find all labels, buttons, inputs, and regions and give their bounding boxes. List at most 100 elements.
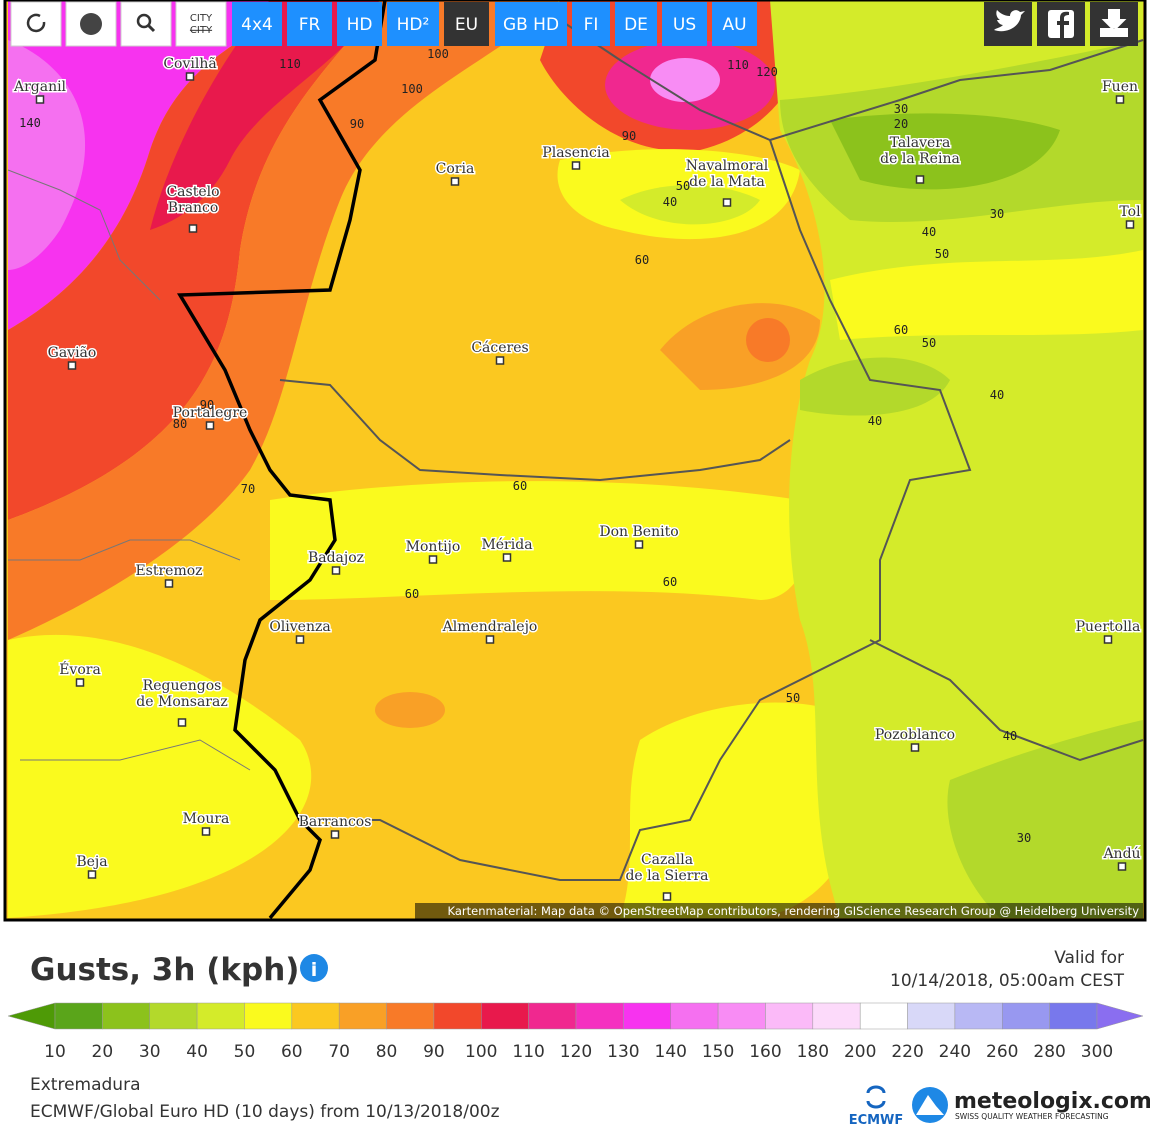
tagline: SWISS QUALITY WEATHER FORECASTING — [955, 1112, 1109, 1121]
city-marker — [495, 356, 505, 365]
contour-label: 60 — [635, 253, 649, 267]
area — [620, 702, 866, 918]
contour-label: 40 — [990, 388, 1004, 402]
legend-label: 150 — [702, 1042, 734, 1062]
city-name: Mérida — [481, 537, 532, 553]
legend-label: 110 — [512, 1042, 544, 1062]
zoom-icon — [146, 23, 156, 33]
contour-label: 30 — [1017, 831, 1031, 845]
city-marker — [188, 224, 198, 233]
city-marker — [201, 827, 211, 836]
city-marker — [185, 72, 195, 81]
city-marker — [450, 177, 460, 186]
city-name: Cazalla — [641, 852, 693, 868]
legend-label: 140 — [655, 1042, 687, 1062]
map-button-label: FI — [584, 15, 599, 35]
legend-label: 240 — [939, 1042, 971, 1062]
area — [746, 318, 790, 362]
legend-label: 280 — [1033, 1042, 1065, 1062]
map-button-label: GB HD — [503, 15, 559, 35]
city-marker — [915, 175, 925, 184]
title: Gusts, 3h (kph) — [30, 952, 299, 988]
city-button[interactable] — [175, 1, 227, 47]
map-button[interactable] — [712, 2, 757, 46]
map-button-label: EU — [455, 15, 478, 35]
map-button[interactable] — [572, 2, 610, 46]
city-name: Fuen — [1102, 79, 1138, 95]
contour-label: 50 — [786, 691, 800, 705]
country-border — [176, 0, 387, 920]
legend-label: 10 — [44, 1042, 66, 1062]
city-marker — [910, 743, 920, 752]
map-button[interactable] — [232, 2, 282, 46]
city-marker — [571, 161, 581, 170]
area — [620, 185, 760, 225]
legend-swatch — [338, 1002, 387, 1030]
legend-swatch — [1049, 1002, 1098, 1030]
city-name: Moura — [183, 811, 230, 827]
contour-label: 60 — [894, 323, 908, 337]
city-marker — [75, 678, 85, 687]
city-name: Puertolla — [1076, 619, 1141, 635]
refresh-icon — [26, 13, 46, 33]
zoom-button[interactable] — [120, 1, 172, 47]
contour-label: 110 — [279, 57, 301, 71]
legend-label: 100 — [465, 1042, 497, 1062]
region-borders — [279, 19, 1144, 881]
legend: 10 20 30 40 50 60 70 80 90 100 110 120 130 140 150 160 1… — [7, 1002, 1144, 1062]
globe-button[interactable] — [65, 1, 117, 47]
map-button[interactable] — [662, 2, 707, 46]
attribution: Kartenmaterial: Map data © OpenStreetMap… — [448, 904, 1140, 918]
map-button[interactable] — [495, 2, 567, 46]
legend-swatch — [623, 1002, 671, 1030]
brand-logo — [916, 1095, 944, 1115]
contour-label: 60 — [405, 587, 419, 601]
legend-swatch — [244, 1002, 293, 1030]
city-marker — [67, 361, 77, 370]
legend-swatch — [907, 1002, 956, 1030]
contour-label: 50 — [935, 247, 949, 261]
legend-swatch — [859, 1002, 908, 1030]
legend-cap — [7, 1002, 56, 1030]
legend-label: 130 — [607, 1042, 639, 1062]
contour-label: 90 — [200, 398, 214, 412]
info-button[interactable] — [300, 954, 328, 982]
city-name: Don Benito — [599, 524, 678, 540]
legend-swatch — [575, 1002, 624, 1030]
city-name: Barrancos — [299, 814, 372, 830]
city-name: Arganil — [13, 79, 67, 95]
contour-label: 60 — [663, 575, 677, 589]
city-name: Branco — [168, 200, 219, 216]
contour-label: 80 — [173, 417, 187, 431]
legend-swatch — [149, 1002, 198, 1030]
city-marker — [1125, 220, 1135, 229]
contour-label: 60 — [513, 479, 527, 493]
city-marker — [1115, 95, 1125, 104]
city-marker — [502, 553, 512, 562]
city-marker — [164, 579, 174, 588]
twitter-icon — [994, 10, 1025, 32]
city-marker — [177, 718, 187, 727]
area — [770, 0, 1143, 918]
map-button[interactable] — [615, 2, 657, 46]
city-name: Olivenza — [269, 619, 330, 635]
contour-label: 120 — [756, 65, 778, 79]
legend-label: 220 — [891, 1042, 923, 1062]
city-marker — [295, 635, 305, 644]
map-button[interactable] — [337, 2, 382, 46]
map-button[interactable] — [387, 2, 439, 46]
legend-label: 120 — [560, 1042, 592, 1062]
refresh-button[interactable] — [10, 1, 62, 47]
map-button[interactable] — [287, 2, 332, 46]
city-name: Talavera — [890, 135, 951, 151]
map-button-label: HD — [347, 15, 373, 35]
city-name: Navalmoral — [686, 158, 769, 174]
city-label: CITY — [190, 13, 213, 24]
map-button[interactable] — [444, 2, 489, 46]
legend-swatch — [433, 1002, 482, 1030]
contour-label: 70 — [241, 482, 255, 496]
legend-label: 70 — [328, 1042, 350, 1062]
